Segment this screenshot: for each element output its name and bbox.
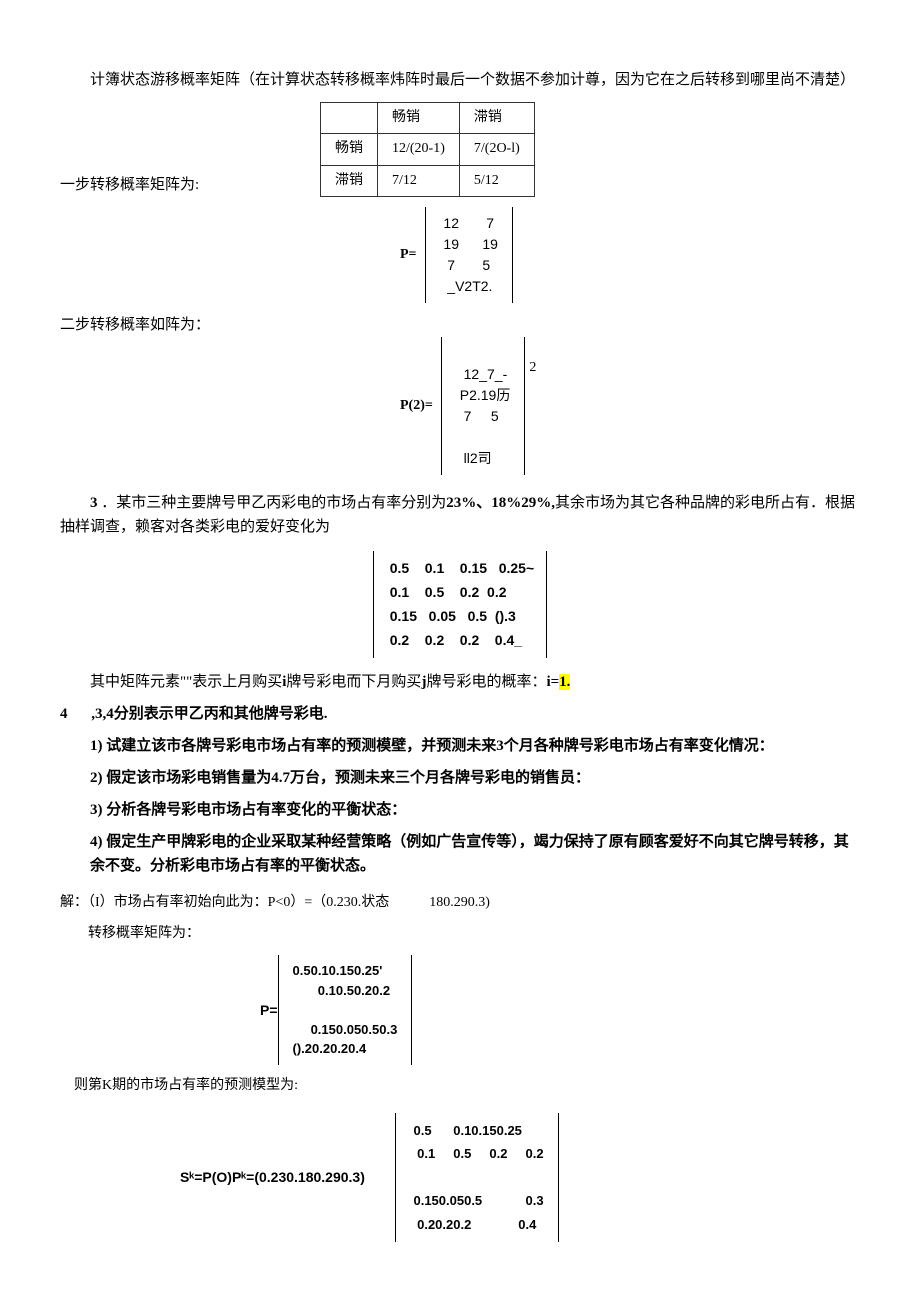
pmatrix2-body: 0.50.10.150.25' 0.10.50.20.2 0.150.050.5… <box>278 955 413 1065</box>
solution-line3: 则第K期的市场占有率的预测模型为: <box>60 1075 860 1097</box>
q3-paragraph: 3 ．某市三种主要牌号甲乙丙彩电的市场占有率分别为23%、18%29%,其余市场… <box>60 491 860 539</box>
q3-sub3: 3) 分析各牌号彩电市场占有率变化的平衡状态： <box>60 798 860 822</box>
q3-num: 3 <box>60 495 98 511</box>
p2-label: P(2)= <box>320 395 433 417</box>
q3p2d: i= <box>546 674 559 690</box>
r2c0: 滞销 <box>321 165 378 196</box>
r1c2: 7/(2O-l) <box>459 134 534 165</box>
q3-line2: 4 ,3,4分别表示甲乙丙和其他牌号彩电. <box>60 702 860 726</box>
solution-line1: 解：（I）市场占有率初始向此为：P<0）=（0.230.状态 180.290.3… <box>60 892 860 914</box>
q3-sub4: 4) 假定生产甲牌彩电的企业采取某种经营策略（例如广告宣传等），竭力保持了原有顾… <box>60 830 860 878</box>
transition-table: 畅销 滞销 畅销 12/(20-1) 7/(2O-l) 滞销 7/12 5/12 <box>320 102 535 197</box>
th-empty <box>321 103 378 134</box>
sk-matrix: 0.5 0.10.150.25 0.1 0.5 0.2 0.2 0.150.05… <box>395 1113 559 1242</box>
th-good: 畅销 <box>378 103 460 134</box>
r1c1: 12/(20-1) <box>378 134 460 165</box>
p-matrix-body: 12 7 19 19 7 5 _V2T2. <box>425 207 513 303</box>
q3l2b: ,3,4分别表示甲乙丙和其他牌号彩电. <box>71 706 327 722</box>
sol-right: 180.290.3) <box>429 892 490 914</box>
th-bad: 滞销 <box>459 103 534 134</box>
p2-matrix-row: P(2)= 12_7_- P2.19历 7 5 ll2司 2 <box>60 337 860 475</box>
q3-pct: 23%、18%29%, <box>446 495 555 511</box>
q3-sub3-text: 3) 分析各牌号彩电市场占有率变化的平衡状态： <box>90 802 406 818</box>
onestep-row: 一步转移概率矩阵为: 畅销 滞销 畅销 12/(20-1) 7/(2O-l) 滞… <box>60 102 860 197</box>
q3-text: ．某市三种主要牌号甲乙丙彩电的市场占有率分别为 <box>101 495 446 511</box>
q3p2b: 牌号彩电而下月购买 <box>286 674 421 690</box>
q3-sub2-text: 2) 假定该市场彩电销售量为4.7万台，预测未来三个月各牌号彩电的销售员： <box>90 770 590 786</box>
pref-matrix-block: 0.5 0.1 0.15 0.25~ 0.1 0.5 0.2 0.2 0.15 … <box>60 551 860 658</box>
p2-matrix-body: 12_7_- P2.19历 7 5 ll2司 <box>441 337 525 475</box>
pmatrix2-row: P= 0.50.10.150.25' 0.10.50.20.2 0.150.05… <box>60 955 860 1065</box>
q3-explain: 其中矩阵元素""表示上月购买i牌号彩电而下月购买j牌号彩电的概率：i=1. <box>60 670 860 694</box>
solution-line2: 转移概率矩阵为： <box>60 923 860 945</box>
p2-right-val: 2 <box>525 357 536 379</box>
twostep-label: 二步转移概率如阵为： <box>60 313 320 337</box>
q3l2a: 4 <box>60 706 68 722</box>
twostep-row: 二步转移概率如阵为： <box>60 313 860 337</box>
p-label: P= <box>320 244 417 266</box>
q3-sub1: 1) 试建立该市各牌号彩电市场占有率的预测模壁，并预测未来3个月各种牌号彩电市场… <box>60 734 860 758</box>
q3p2c: 牌号彩电的概率： <box>426 674 546 690</box>
q3-sub4-text: 4) 假定生产甲牌彩电的企业采取某种经营策略（例如广告宣传等），竭力保持了原有顾… <box>90 834 849 874</box>
sk-eq: Sᵏ=P(O)Pᵏ=(0.230.180.290.3) <box>180 1166 365 1188</box>
pmatrix2-label: P= <box>260 999 278 1021</box>
onestep-label: 一步转移概率矩阵为: <box>60 173 320 197</box>
sk-row: Sᵏ=P(O)Pᵏ=(0.230.180.290.3) 0.5 0.10.150… <box>60 1113 860 1242</box>
q3p2a: 其中矩阵元素""表示上月购买 <box>60 674 282 690</box>
q3-sub1-text: 1) 试建立该市各牌号彩电市场占有率的预测模壁，并预测未来3个月各种牌号彩电市场… <box>90 738 774 754</box>
q3p2e: 1. <box>559 674 570 690</box>
r1c0: 畅销 <box>321 134 378 165</box>
q3-sub2: 2) 假定该市场彩电销售量为4.7万台，预测未来三个月各牌号彩电的销售员： <box>60 766 860 790</box>
sol-label: 解：（I）市场占有率初始向此为：P<0）=（0.230.状态 <box>60 892 389 914</box>
pref-matrix: 0.5 0.1 0.15 0.25~ 0.1 0.5 0.2 0.2 0.15 … <box>373 551 547 658</box>
r2c2: 5/12 <box>459 165 534 196</box>
r2c1: 7/12 <box>378 165 460 196</box>
intro-paragraph: 计簿状态游移概率矩阵（在计算状态转移概率炜阵时最后一个数据不参加计尊，因为它在之… <box>60 68 860 92</box>
p-matrix-row: P= 12 7 19 19 7 5 _V2T2. <box>60 207 860 303</box>
